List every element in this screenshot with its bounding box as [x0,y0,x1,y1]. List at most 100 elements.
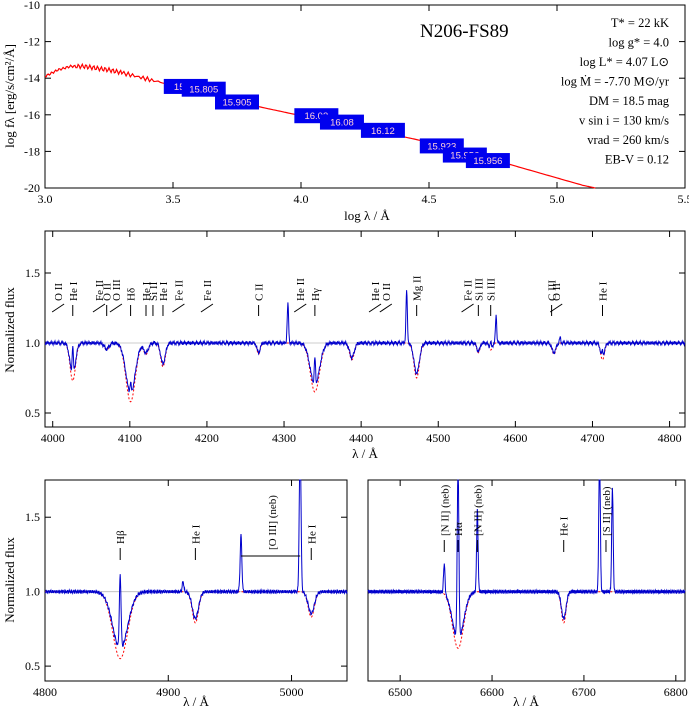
halpha-x-tick-label: 6500 [388,685,412,699]
sed-parameter: EB-V = 0.12 [605,153,669,167]
blue-y-tick-label: 0.5 [25,406,40,420]
sed-title: N206-FS89 [420,21,509,42]
blue-line-id-label: Hγ [310,288,322,301]
blue-x-tick-label: 4300 [272,431,296,445]
halpha-line-id-label: Hα [453,522,465,536]
blue-group-id-tick [92,303,106,313]
halpha-observed-spectrum [367,479,686,636]
sed-x-tick-label: 3.0 [38,192,53,206]
blue-line-id-label: C II [254,283,266,301]
sed-y-tick-label: -10 [24,0,40,12]
blue-line-id-label: Si II [148,281,160,301]
photometry-label: 15.923 [427,141,456,152]
hbeta-y-tick-label: 1.0 [25,585,40,599]
blue-x-tick-label: 4100 [118,431,142,445]
sed-plot-frame [44,4,686,189]
halpha-line-id-label: [N II] (neb) [439,484,451,536]
photometry-box [181,81,226,97]
blue-x-tick-label: 4800 [658,431,682,445]
sed-y-tick-label: -16 [24,108,40,122]
blue-group-id-tick [172,303,185,313]
sed-x-tick-label: 3.5 [166,192,181,206]
sed-parameter: log Ṁ = -7.70 M⊙/yr [561,75,670,89]
halpha-x-axis-label: λ / Å [513,694,539,709]
blue-line-id-label: Hδ [126,288,138,301]
blue-group-id-tick [293,303,307,313]
halpha-line-id-label: [S II] (neb) [601,486,613,536]
blue-model-spectrum [45,342,685,403]
halpha-x-tick-label: 6700 [572,685,596,699]
photometry-label: 15.805 [189,85,218,96]
halpha-plot-frame [367,479,686,682]
blue-group-id-label: He I [370,281,382,301]
photometry-label: 15.956 [473,156,502,167]
hbeta-y-axis-label: Normalized flux [2,537,17,623]
blue-line-id-label: C III [547,280,559,301]
blue-x-tick-label: 4700 [580,431,604,445]
blue-group-id-label: O II [551,283,563,301]
photometry-label: 16.08 [330,118,354,129]
blue-y-tick-label: 1.5 [25,266,40,280]
hbeta-x-tick-label: 4800 [33,685,57,699]
hbeta-line-id-label: He I [190,524,202,544]
sed-parameter: v sin i = 130 km/s [579,114,669,128]
blue-group-id-label: Fe II [94,280,106,301]
sed-parameter: vrad = 260 km/s [587,133,669,147]
blue-x-axis-label: λ / Å [352,446,378,461]
photometry-label: 16.03 [304,111,328,122]
photometry-box [215,94,259,110]
hbeta-plot-frame [44,479,348,682]
halpha-x-tick-label: 6600 [480,685,504,699]
sed-x-tick-label: 4.5 [422,192,437,206]
sed-y-tick-label: -12 [24,35,40,49]
blue-line-id-label: He I [158,281,170,301]
halpha-line-id-label: [N II] (neb) [472,484,484,536]
blue-line-id-label: Si III [473,278,485,301]
blue-y-tick-label: 1.0 [25,336,40,350]
blue-group-id-label: He II [295,278,307,301]
blue-group-id-tick [549,303,563,313]
halpha-spectrum-panel: 6500 6600 6700 6800 [N II] (neb) Hα He I[N II… [367,479,688,709]
halpha-model-spectrum [368,591,685,649]
sed-parameter: T* = 22 kK [611,16,669,30]
blue-x-tick-label: 4400 [349,431,373,445]
blue-group-id-label: Fe II [463,280,475,301]
blue-group-id-label: Fe II [202,280,214,301]
blue-x-tick-label: 4600 [503,431,527,445]
sed-panel: 3.0 3.5 4.0 4.5 5.0 5.5 -20 -18 -16 -14 -12 -10 15.… [2,0,689,223]
sed-y-tick-label: -14 [24,71,40,85]
sed-y-tick-label: -18 [24,144,40,158]
sed-x-axis-label: log λ / Å [344,208,390,223]
hbeta-x-tick-label: 5000 [280,685,304,699]
blue-group-id-tick [51,303,65,313]
sed-parameter: log g* = 4.0 [608,36,669,50]
photometry-box [360,122,405,138]
hbeta-observed-spectrum [44,479,348,647]
hbeta-y-tick-label: 1.5 [25,510,40,524]
blue-line-id-label: Si III [486,278,498,301]
blue-line-id-label: He I [597,281,609,301]
blue-group-id-label: O II [381,283,393,301]
blue-x-tick-label: 4200 [195,431,219,445]
blue-y-axis-label: Normalized flux [2,287,17,373]
sed-x-tick-label: 5.5 [678,192,689,206]
blue-x-tick-label: 4000 [41,431,65,445]
hbeta-spectrum-panel: 4800 4900 5000 0.5 1.0 1.5 Hβ He I He I [O III] … [2,479,348,709]
halpha-x-tick-label: 6800 [664,685,688,699]
sed-y-tick-label: -20 [24,181,40,195]
blue-group-id-label: O II [53,283,65,301]
photometry-label: 15.905 [222,97,251,108]
photometry-label: 16.12 [371,126,395,137]
blue-spectrum-panel: 4000 4100 4200 4300 4400 4500 4600 4700 4800 0.5 1… [2,230,686,461]
blue-group-id-label: Fe II [173,280,185,301]
sed-y-axis-label: log fλ [erg/s/cm²/Å] [2,44,17,148]
photometry-label: 15.956 [450,151,479,162]
blue-line-id-label: Mg II [412,275,424,301]
hbeta-x-axis-label: λ / Å [183,694,209,709]
blue-line-id-label: O II [102,283,114,301]
blue-group-id-tick [368,303,382,313]
sed-parameter: DM = 18.5 mag [589,94,670,108]
blue-group-id-tick [461,303,474,313]
sed-x-tick-label: 5.0 [550,192,565,206]
